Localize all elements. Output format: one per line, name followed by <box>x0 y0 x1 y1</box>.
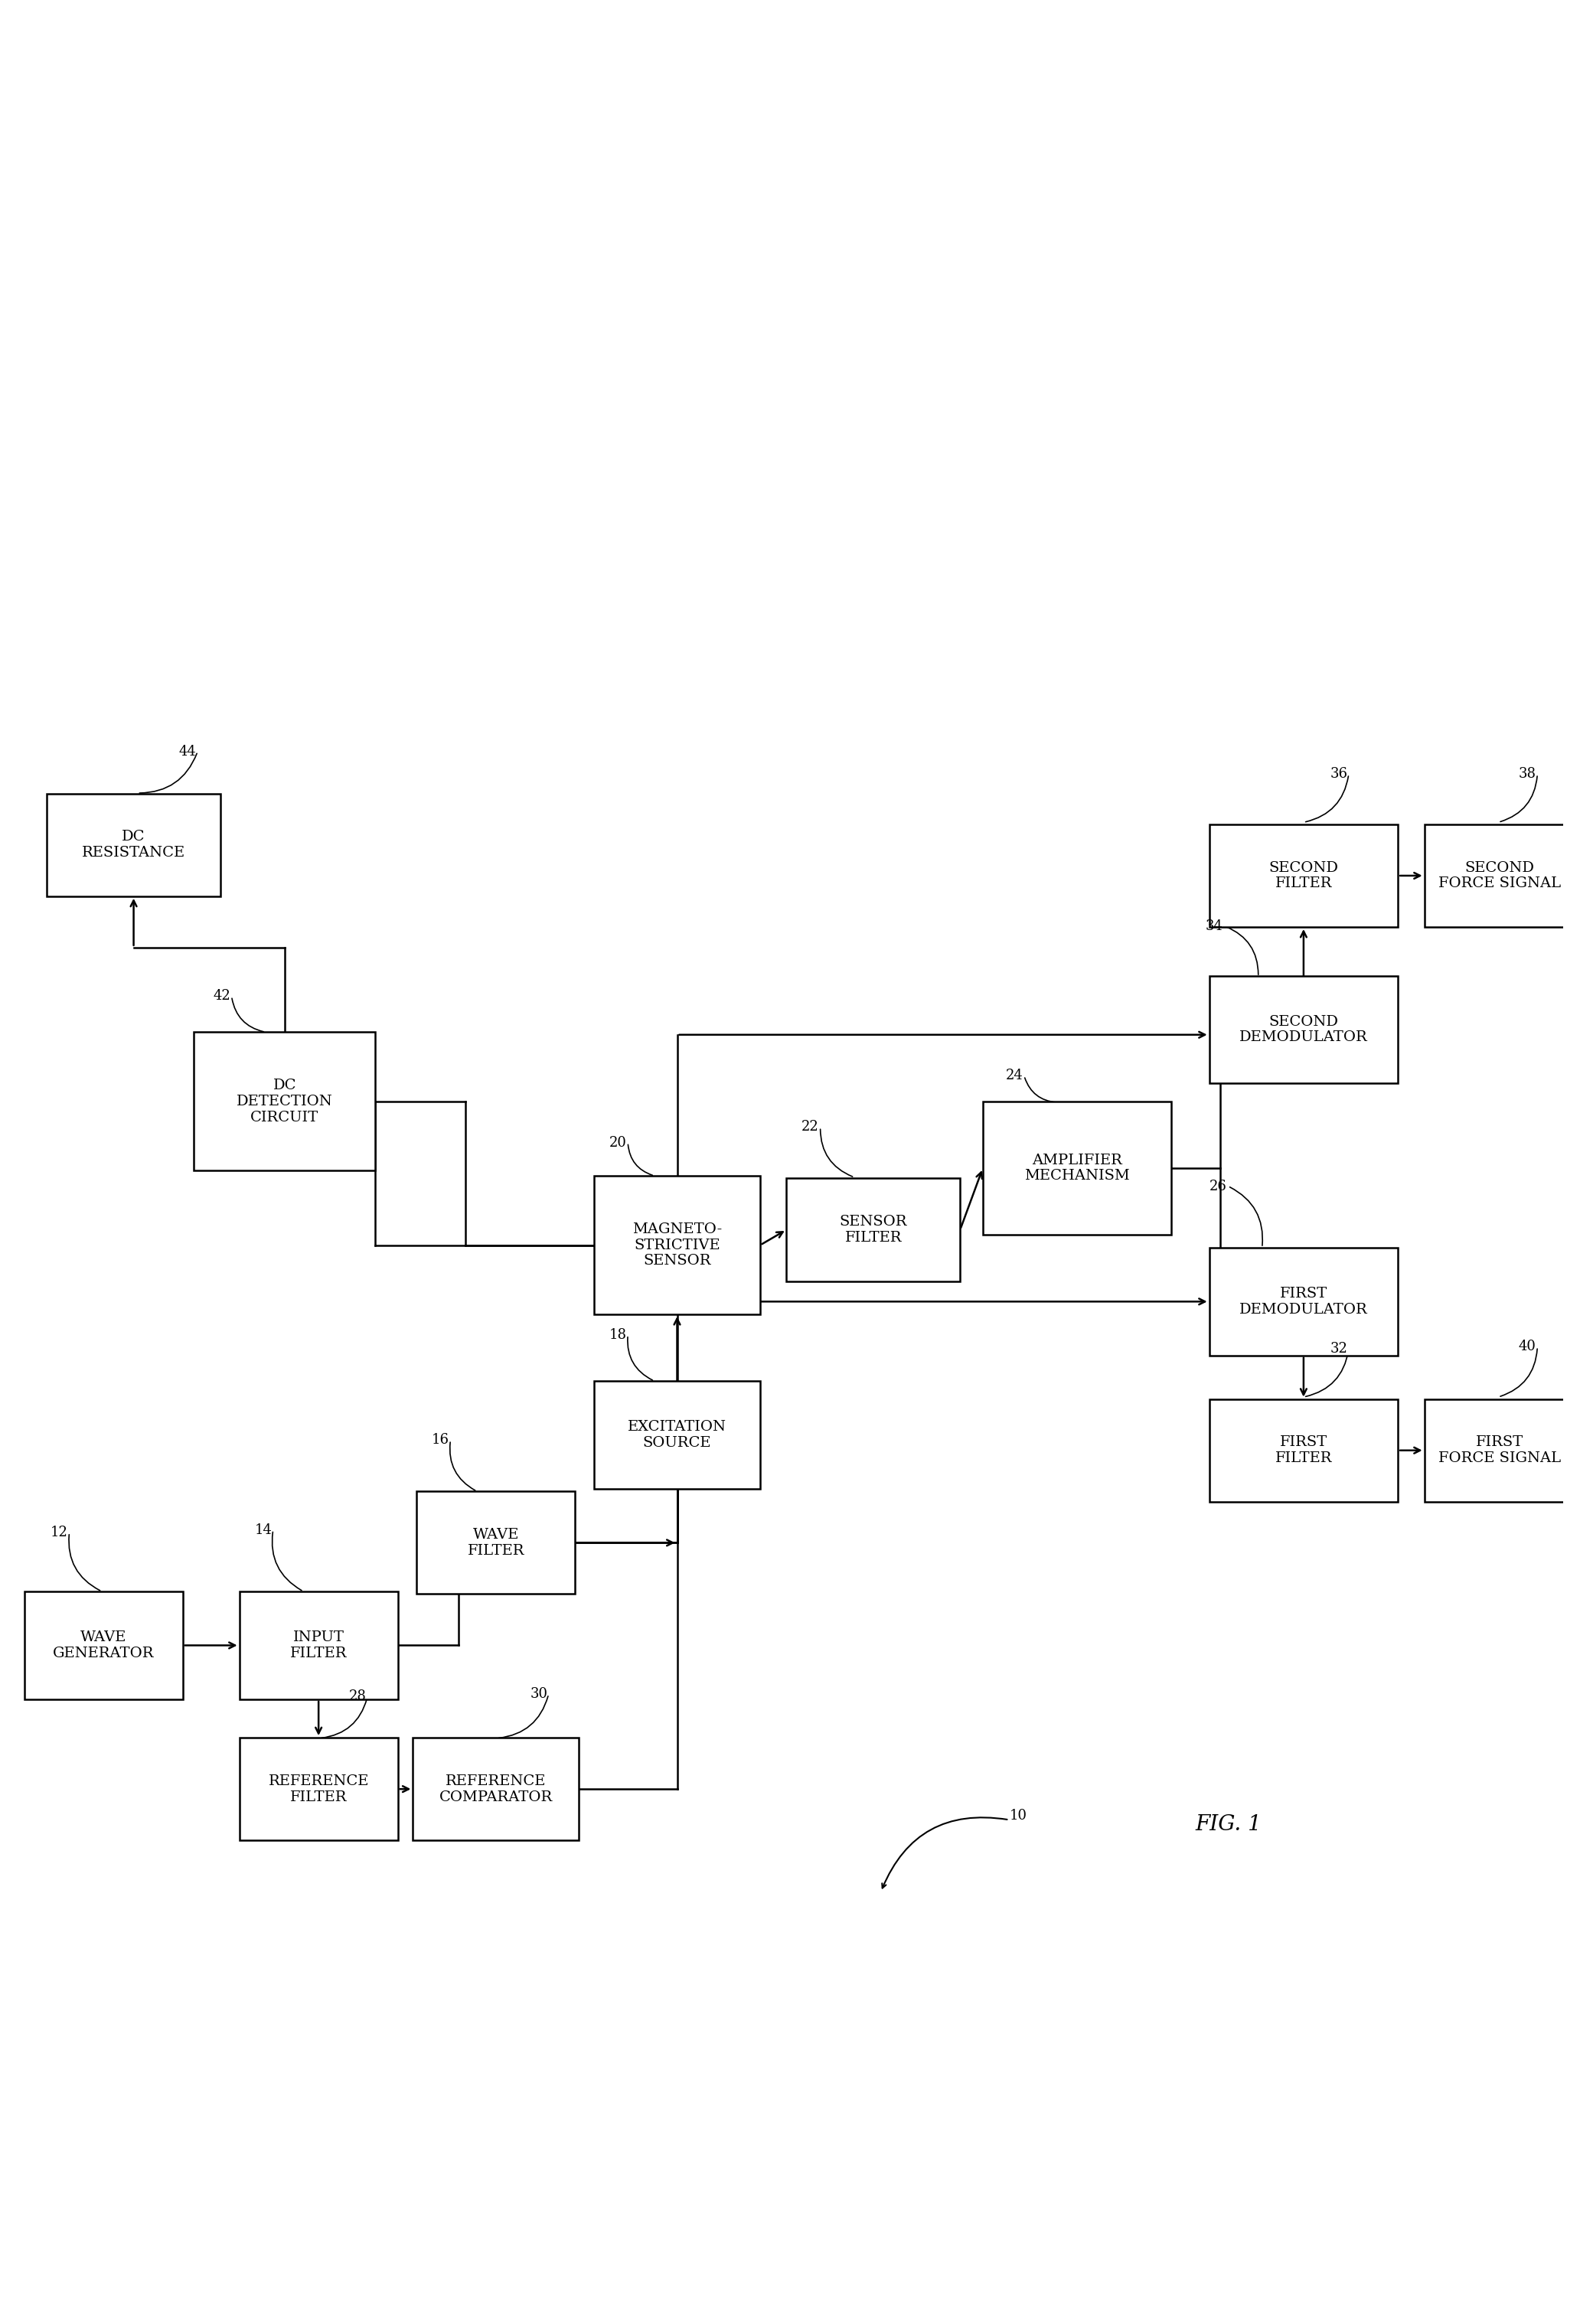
FancyBboxPatch shape <box>1209 976 1398 1083</box>
FancyBboxPatch shape <box>983 1102 1171 1234</box>
Text: 32: 32 <box>1330 1341 1348 1355</box>
Text: SECOND
FORCE SIGNAL: SECOND FORCE SIGNAL <box>1438 860 1561 890</box>
Text: 38: 38 <box>1518 767 1536 781</box>
Text: FIRST
FORCE SIGNAL: FIRST FORCE SIGNAL <box>1438 1436 1561 1464</box>
Text: MAGNETO-
STRICTIVE
SENSOR: MAGNETO- STRICTIVE SENSOR <box>632 1222 722 1269</box>
Text: 42: 42 <box>213 990 231 1004</box>
Text: 24: 24 <box>1005 1069 1022 1083</box>
FancyBboxPatch shape <box>194 1032 374 1171</box>
FancyBboxPatch shape <box>239 1592 398 1699</box>
Text: 14: 14 <box>254 1522 272 1536</box>
Text: SENSOR
FILTER: SENSOR FILTER <box>839 1215 907 1246</box>
Text: INPUT
FILTER: INPUT FILTER <box>291 1631 348 1659</box>
Text: AMPLIFIER
MECHANISM: AMPLIFIER MECHANISM <box>1024 1153 1130 1183</box>
FancyBboxPatch shape <box>1424 825 1575 927</box>
FancyBboxPatch shape <box>787 1178 961 1281</box>
Text: 34: 34 <box>1206 918 1223 932</box>
Text: 10: 10 <box>1010 1808 1027 1822</box>
Text: SECOND
DEMODULATOR: SECOND DEMODULATOR <box>1239 1016 1368 1043</box>
Text: 20: 20 <box>610 1136 627 1150</box>
Text: 36: 36 <box>1330 767 1348 781</box>
Text: 22: 22 <box>801 1120 818 1134</box>
Text: 18: 18 <box>610 1327 627 1341</box>
FancyBboxPatch shape <box>1209 825 1398 927</box>
Text: 28: 28 <box>349 1690 367 1703</box>
FancyBboxPatch shape <box>239 1738 398 1841</box>
Text: 44: 44 <box>179 744 196 758</box>
Text: FIRST
FILTER: FIRST FILTER <box>1275 1436 1332 1464</box>
Text: DC
RESISTANCE: DC RESISTANCE <box>82 830 185 860</box>
Text: 12: 12 <box>51 1525 68 1538</box>
Text: FIRST
DEMODULATOR: FIRST DEMODULATOR <box>1239 1287 1368 1315</box>
Text: 40: 40 <box>1518 1341 1536 1353</box>
FancyBboxPatch shape <box>412 1738 578 1841</box>
Text: REFERENCE
COMPARATOR: REFERENCE COMPARATOR <box>439 1773 553 1803</box>
Text: 26: 26 <box>1209 1178 1226 1192</box>
FancyBboxPatch shape <box>1209 1248 1398 1355</box>
FancyBboxPatch shape <box>594 1176 760 1315</box>
Text: FIG. 1: FIG. 1 <box>1194 1815 1261 1834</box>
Text: 30: 30 <box>529 1687 548 1701</box>
Text: DC
DETECTION
CIRCUIT: DC DETECTION CIRCUIT <box>237 1078 333 1125</box>
Text: WAVE
FILTER: WAVE FILTER <box>468 1527 525 1557</box>
Text: REFERENCE
FILTER: REFERENCE FILTER <box>269 1773 368 1803</box>
FancyBboxPatch shape <box>24 1592 183 1699</box>
FancyBboxPatch shape <box>1424 1399 1575 1501</box>
FancyBboxPatch shape <box>594 1380 760 1490</box>
FancyBboxPatch shape <box>47 792 221 897</box>
FancyBboxPatch shape <box>417 1492 575 1594</box>
FancyBboxPatch shape <box>1209 1399 1398 1501</box>
Text: WAVE
GENERATOR: WAVE GENERATOR <box>52 1631 155 1659</box>
Text: EXCITATION
SOURCE: EXCITATION SOURCE <box>627 1420 727 1450</box>
Text: 16: 16 <box>431 1434 449 1448</box>
Text: SECOND
FILTER: SECOND FILTER <box>1269 860 1338 890</box>
